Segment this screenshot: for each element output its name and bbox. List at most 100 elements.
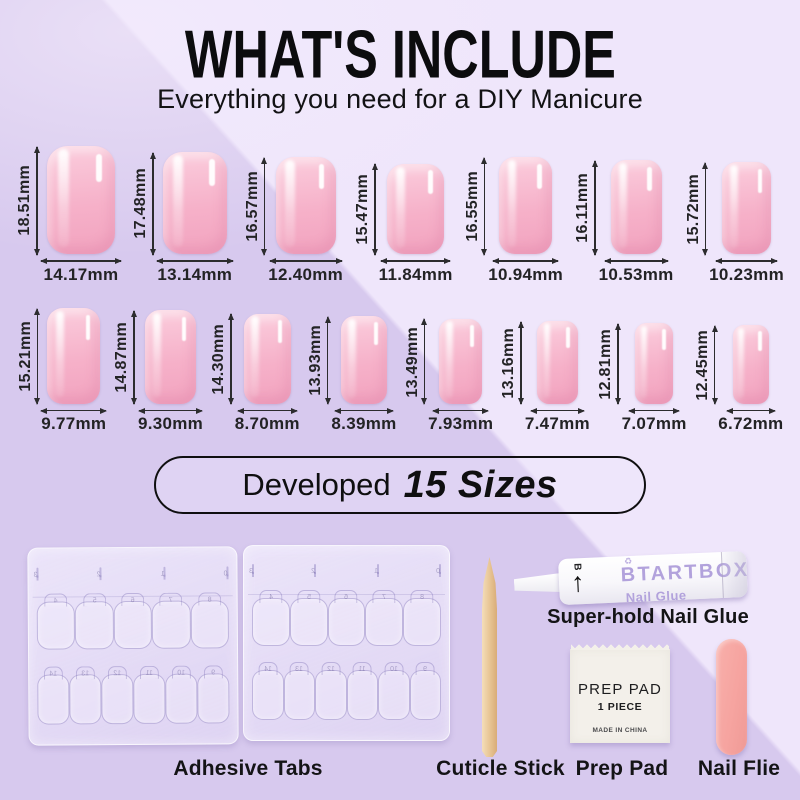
nail-size-item: 16.55mm 10.94mm [464,157,563,284]
nail-height-label: 13.49mm [403,326,421,398]
nail-size-item: 13.16mm 7.47mm [500,320,590,435]
adhesive-tab-number: 3 [34,567,39,581]
adhesive-tab: 6 [327,590,366,646]
adhesive-tab-row: 14 13 12 11 10 9 [252,660,441,720]
nail-size-item: 12.45mm 6.72mm [694,325,784,434]
adhesive-tab: 8 [403,590,441,646]
glue-nozzle [514,573,562,594]
up-arrow-icon: ↑ [570,567,586,598]
width-arrow [380,260,451,262]
adhesive-tab-number: 12 [107,665,127,679]
height-arrow [263,157,266,255]
nail-size-item: 13.49mm 7.93mm [403,318,494,435]
adhesive-tab-number: 12 [321,662,341,675]
nail-width-label: 9.30mm [137,414,204,434]
prep-pad-packet-quantity: 1 PIECE [597,701,643,713]
adhesive-tabs-label: Adhesive Tabs [173,757,323,780]
nail-width-label: 14.17mm [43,264,119,284]
nail-width-label: 7.47mm [524,414,590,434]
adhesive-tab: 7 [151,592,191,649]
height-arrow [616,323,619,405]
height-arrow [713,325,716,405]
adhesive-tab: 8 [190,592,230,649]
adhesive-tab-number: 10 [384,662,404,675]
nail-width-label: 6.72mm [718,414,784,434]
adhesive-tab: 13 [69,665,102,724]
nail-height-label: 12.45mm [693,329,711,401]
height-arrow [326,316,329,405]
press-on-nail [47,308,101,404]
nail-glue-tube: B ↑ ♻ BTARTBOX Nail Glue [513,550,748,610]
height-arrow [374,164,376,255]
adhesive-tab-number: 0 [436,564,441,577]
adhesive-tab-number: 2 [311,564,317,577]
adhesive-tab: 14 [252,662,284,720]
nail-width-label: 7.07mm [621,414,687,434]
nail-width-label: 9.77mm [41,414,107,434]
height-arrow [35,146,38,255]
nail-height-label: 15.47mm [354,174,372,245]
press-on-nail [275,157,336,255]
adhesive-tab-sheet: 3 2 1 0 4 5 6 7 8 14 13 12 11 10 9 [27,546,239,746]
adhesive-tab: 5 [289,590,328,646]
adhesive-tab: 6 [113,592,153,650]
width-arrow [335,409,393,412]
press-on-nail [634,323,674,404]
adhesive-tab-sheet: 3 2 1 0 4 5 6 7 8 14 13 12 11 10 9 [243,545,450,741]
adhesive-tab: 5 [75,593,114,650]
adhesive-tab-number: 7 [372,590,396,603]
glue-product-name: Nail Glue [625,587,687,606]
width-arrow [269,260,342,262]
press-on-nail [721,162,772,255]
height-arrow [152,152,154,255]
height-arrow [230,314,232,405]
adhesive-tab: 14 [37,665,70,725]
adhesive-tab: 3 [249,564,254,577]
nail-width-label: 8.39mm [331,414,397,434]
adhesive-tab: 3 [34,567,39,581]
nail-width-label: 8.70mm [234,414,300,434]
press-on-nail [499,157,553,255]
adhesive-tab-number: 8 [410,590,434,603]
press-on-nail [386,163,445,255]
adhesive-tab: 4 [252,590,290,646]
adhesive-tab: 1 [160,566,166,580]
nail-height-label: 13.93mm [306,325,324,396]
nail-height-label: 13.16mm [500,327,518,399]
prep-pad-label: Prep Pad [575,757,669,780]
nail-size-item: 15.21mm 9.77mm [17,308,107,434]
width-arrow [156,260,233,262]
adhesive-tab-number: 11 [139,665,159,679]
adhesive-tab: 9 [197,664,230,724]
sizes-badge-count: 15 Sizes [403,463,558,506]
adhesive-tab: 2 [97,566,102,580]
nail-file-label: Nail Flie [697,757,781,780]
nail-size-item: 18.51mm 14.17mm [16,146,122,285]
nail-height-label: 15.72mm [684,173,702,245]
width-arrow [493,260,559,262]
adhesive-tab: 0 [436,564,441,577]
page-subtitle: Everything you need for a DIY Manicure [157,84,643,115]
size-row-1: 18.51mm 14.17mm 17.48mm 13.14mm 16.57mm … [0,146,800,285]
adhesive-tab: 7 [365,590,404,646]
nail-width-label: 13.14mm [157,264,233,284]
kit-contents: 3 2 1 0 4 5 6 7 8 14 13 12 11 10 9 3 2 1 0 4 5 6 7 8 14 13 12 11 10… [0,543,800,800]
nail-width-label: 10.23mm [709,264,785,284]
nail-width-label: 7.93mm [428,414,494,434]
nail-height-label: 14.87mm [113,322,131,393]
width-arrow [715,260,778,262]
width-arrow [531,409,584,412]
sizes-badge: Developed 15 Sizes [154,456,646,514]
press-on-nail [341,316,387,404]
press-on-nail [537,320,578,404]
nail-height-label: 16.57mm [243,171,261,242]
adhesive-tab-number: 2 [97,566,102,580]
width-arrow [237,409,297,412]
nail-width-label: 10.94mm [488,264,564,284]
nail-size-item: 14.30mm 8.70mm [210,313,300,435]
nail-height-label: 15.21mm [16,321,34,392]
nail-size-item: 14.87mm 9.30mm [113,310,203,434]
prep-pad-packet: PREP PAD 1 PIECE MADE IN CHINA [570,644,670,743]
